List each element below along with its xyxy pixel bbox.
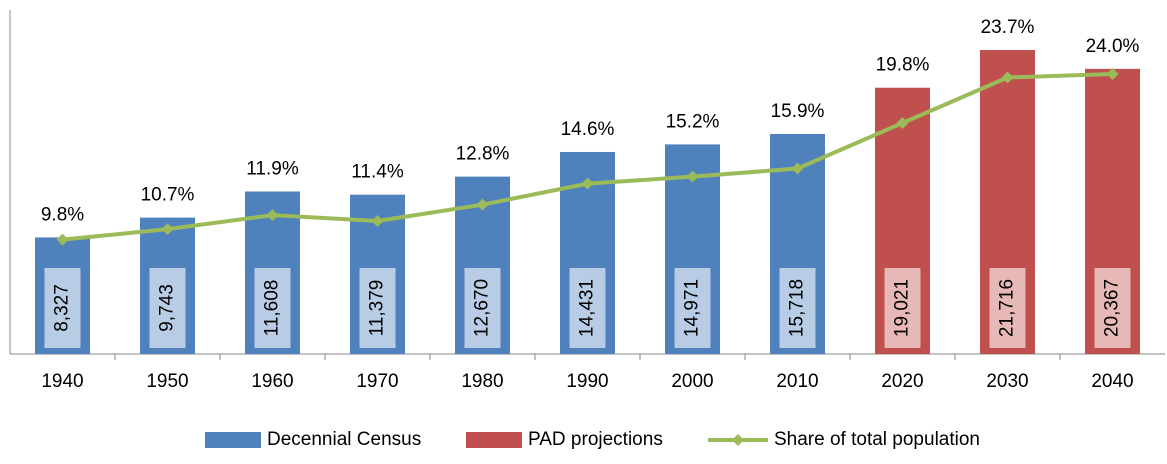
bar-label: 12,670 <box>472 279 493 337</box>
line-value-label: 15.9% <box>771 101 825 122</box>
x-tick-label: 1980 <box>461 371 503 392</box>
x-tick-label: 2020 <box>881 371 923 392</box>
x-tick-label: 1960 <box>251 371 293 392</box>
x-tick-label: 2010 <box>776 371 818 392</box>
x-tick-label: 1940 <box>41 371 83 392</box>
line-marker <box>686 170 699 183</box>
bar-label: 21,716 <box>997 279 1018 337</box>
line-value-label: 19.8% <box>876 55 930 76</box>
bar-label: 14,431 <box>577 279 598 337</box>
bar-label-box <box>149 268 186 348</box>
bar-label-box <box>779 268 816 348</box>
bar-label-box <box>359 268 396 348</box>
line-value-label: 12.8% <box>456 144 510 165</box>
bar-label-box <box>674 268 711 348</box>
line-marker <box>56 233 69 246</box>
bar-label-box <box>44 268 81 348</box>
bar-label-box <box>884 268 921 348</box>
line-marker <box>476 198 489 211</box>
line-value-label: 9.8% <box>41 204 84 225</box>
line-value-label: 11.4% <box>351 162 404 183</box>
legend-label: Decennial Census <box>267 429 421 450</box>
bar-label: 20,367 <box>1102 279 1123 337</box>
line-marker <box>581 177 594 190</box>
bar-label: 9,743 <box>157 284 178 332</box>
x-tick-label: 1970 <box>356 371 398 392</box>
line-marker <box>791 162 804 175</box>
bar-label-box <box>569 268 606 348</box>
bar-label: 11,379 <box>367 280 388 337</box>
line-marker <box>896 117 909 129</box>
x-tick-label: 2040 <box>1091 371 1133 392</box>
line-marker <box>371 215 384 227</box>
bar-label: 8,327 <box>52 284 73 332</box>
line-marker <box>1106 68 1119 80</box>
bar-label-box <box>464 268 501 348</box>
line-value-label: 15.2% <box>666 111 720 132</box>
x-tick-label: 2000 <box>671 371 713 392</box>
legend-marker <box>732 434 744 446</box>
bar-label: 19,021 <box>892 279 913 337</box>
x-tick-label: 1950 <box>146 371 188 392</box>
line-value-label: 23.7% <box>981 17 1035 38</box>
line-marker <box>161 223 174 236</box>
line-marker <box>1001 71 1014 84</box>
bar-label-box <box>989 268 1026 348</box>
bar-label-box <box>254 268 291 348</box>
legend-label: Share of total population <box>774 429 980 450</box>
line-marker <box>266 209 279 222</box>
line-value-label: 14.6% <box>561 119 615 140</box>
legend-label: PAD projections <box>528 429 663 450</box>
line-value-label: 10.7% <box>141 185 195 206</box>
bar-label: 14,971 <box>682 279 703 337</box>
x-tick-label: 2030 <box>986 371 1028 392</box>
bar-label: 15,718 <box>787 279 808 337</box>
x-tick-label: 1990 <box>566 371 608 392</box>
bar-label: 11,608 <box>262 280 283 337</box>
legend-swatch <box>205 432 261 448</box>
bar-label-box <box>1094 268 1131 348</box>
line-value-label: 11.9% <box>246 159 299 180</box>
line-value-label: 24.0% <box>1086 36 1140 57</box>
legend-swatch <box>466 432 522 448</box>
